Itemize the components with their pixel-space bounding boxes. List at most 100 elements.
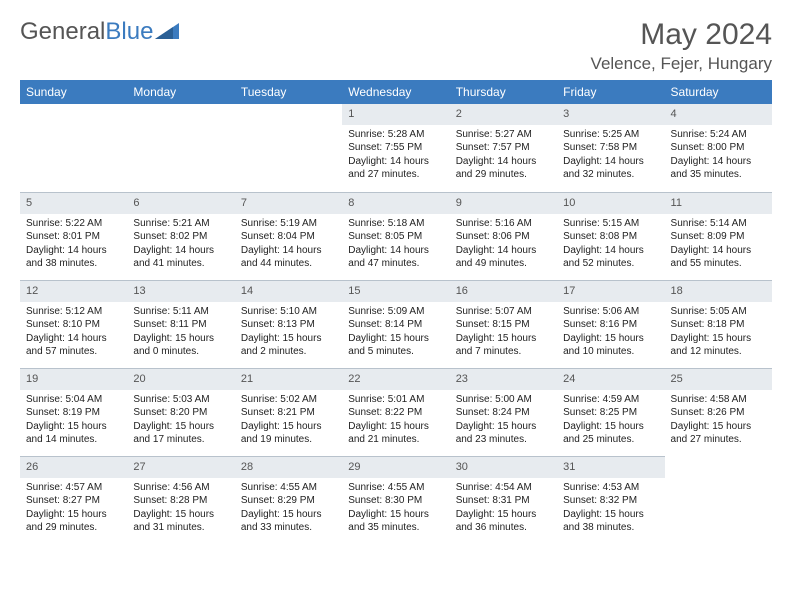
day-number: 25 bbox=[665, 368, 772, 390]
calendar-cell: 25Sunrise: 4:58 AMSunset: 8:26 PMDayligh… bbox=[665, 368, 772, 456]
calendar-cell: 26Sunrise: 4:57 AMSunset: 8:27 PMDayligh… bbox=[20, 456, 127, 544]
calendar-cell: 22Sunrise: 5:01 AMSunset: 8:22 PMDayligh… bbox=[342, 368, 449, 456]
calendar-cell: 12Sunrise: 5:12 AMSunset: 8:10 PMDayligh… bbox=[20, 280, 127, 368]
weekday-header: Thursday bbox=[450, 80, 557, 104]
calendar-cell: 30Sunrise: 4:54 AMSunset: 8:31 PMDayligh… bbox=[450, 456, 557, 544]
calendar-head: SundayMondayTuesdayWednesdayThursdayFrid… bbox=[20, 80, 772, 104]
weekday-header: Saturday bbox=[665, 80, 772, 104]
calendar-cell: 5Sunrise: 5:22 AMSunset: 8:01 PMDaylight… bbox=[20, 192, 127, 280]
day-number: 24 bbox=[557, 368, 664, 390]
day-details: Sunrise: 4:57 AMSunset: 8:27 PMDaylight:… bbox=[20, 478, 127, 538]
location-label: Velence, Fejer, Hungary bbox=[591, 54, 772, 74]
day-details: Sunrise: 5:12 AMSunset: 8:10 PMDaylight:… bbox=[20, 302, 127, 362]
calendar-cell: 4Sunrise: 5:24 AMSunset: 8:00 PMDaylight… bbox=[665, 104, 772, 192]
brand-part2: Blue bbox=[105, 18, 153, 46]
day-number: 29 bbox=[342, 456, 449, 478]
day-number: 11 bbox=[665, 192, 772, 214]
calendar-cell: 14Sunrise: 5:10 AMSunset: 8:13 PMDayligh… bbox=[235, 280, 342, 368]
day-number: 28 bbox=[235, 456, 342, 478]
day-number: 2 bbox=[450, 104, 557, 125]
logo-triangle-icon bbox=[155, 18, 181, 46]
calendar-cell: 24Sunrise: 4:59 AMSunset: 8:25 PMDayligh… bbox=[557, 368, 664, 456]
day-number: 15 bbox=[342, 280, 449, 302]
calendar-cell-empty bbox=[20, 104, 127, 192]
calendar-body: 1Sunrise: 5:28 AMSunset: 7:55 PMDaylight… bbox=[20, 104, 772, 544]
day-details: Sunrise: 5:14 AMSunset: 8:09 PMDaylight:… bbox=[665, 214, 772, 274]
day-details: Sunrise: 5:07 AMSunset: 8:15 PMDaylight:… bbox=[450, 302, 557, 362]
day-details: Sunrise: 5:05 AMSunset: 8:18 PMDaylight:… bbox=[665, 302, 772, 362]
calendar-cell: 3Sunrise: 5:25 AMSunset: 7:58 PMDaylight… bbox=[557, 104, 664, 192]
day-number: 30 bbox=[450, 456, 557, 478]
day-number: 4 bbox=[665, 104, 772, 125]
day-number: 10 bbox=[557, 192, 664, 214]
calendar-cell: 15Sunrise: 5:09 AMSunset: 8:14 PMDayligh… bbox=[342, 280, 449, 368]
calendar-cell: 2Sunrise: 5:27 AMSunset: 7:57 PMDaylight… bbox=[450, 104, 557, 192]
day-number: 26 bbox=[20, 456, 127, 478]
day-number: 18 bbox=[665, 280, 772, 302]
month-title: May 2024 bbox=[591, 18, 772, 52]
calendar-cell: 1Sunrise: 5:28 AMSunset: 7:55 PMDaylight… bbox=[342, 104, 449, 192]
day-details: Sunrise: 4:55 AMSunset: 8:29 PMDaylight:… bbox=[235, 478, 342, 538]
day-details: Sunrise: 5:18 AMSunset: 8:05 PMDaylight:… bbox=[342, 214, 449, 274]
day-number: 6 bbox=[127, 192, 234, 214]
day-details: Sunrise: 5:01 AMSunset: 8:22 PMDaylight:… bbox=[342, 390, 449, 450]
calendar-cell-empty bbox=[127, 104, 234, 192]
day-details: Sunrise: 5:21 AMSunset: 8:02 PMDaylight:… bbox=[127, 214, 234, 274]
day-number: 13 bbox=[127, 280, 234, 302]
day-details: Sunrise: 5:02 AMSunset: 8:21 PMDaylight:… bbox=[235, 390, 342, 450]
calendar-cell: 20Sunrise: 5:03 AMSunset: 8:20 PMDayligh… bbox=[127, 368, 234, 456]
calendar-cell: 31Sunrise: 4:53 AMSunset: 8:32 PMDayligh… bbox=[557, 456, 664, 544]
brand-part1: General bbox=[20, 18, 105, 46]
day-details: Sunrise: 5:16 AMSunset: 8:06 PMDaylight:… bbox=[450, 214, 557, 274]
day-details: Sunrise: 5:28 AMSunset: 7:55 PMDaylight:… bbox=[342, 125, 449, 185]
day-number: 5 bbox=[20, 192, 127, 214]
day-number: 21 bbox=[235, 368, 342, 390]
calendar-cell: 21Sunrise: 5:02 AMSunset: 8:21 PMDayligh… bbox=[235, 368, 342, 456]
day-number: 19 bbox=[20, 368, 127, 390]
calendar-cell-empty bbox=[235, 104, 342, 192]
day-details: Sunrise: 4:55 AMSunset: 8:30 PMDaylight:… bbox=[342, 478, 449, 538]
brand-logo: GeneralBlue bbox=[20, 18, 181, 46]
calendar-cell: 11Sunrise: 5:14 AMSunset: 8:09 PMDayligh… bbox=[665, 192, 772, 280]
day-details: Sunrise: 5:19 AMSunset: 8:04 PMDaylight:… bbox=[235, 214, 342, 274]
calendar-cell: 10Sunrise: 5:15 AMSunset: 8:08 PMDayligh… bbox=[557, 192, 664, 280]
day-number: 14 bbox=[235, 280, 342, 302]
day-details: Sunrise: 4:54 AMSunset: 8:31 PMDaylight:… bbox=[450, 478, 557, 538]
day-number: 3 bbox=[557, 104, 664, 125]
day-details: Sunrise: 5:04 AMSunset: 8:19 PMDaylight:… bbox=[20, 390, 127, 450]
day-details: Sunrise: 5:00 AMSunset: 8:24 PMDaylight:… bbox=[450, 390, 557, 450]
day-details: Sunrise: 5:10 AMSunset: 8:13 PMDaylight:… bbox=[235, 302, 342, 362]
calendar-cell: 17Sunrise: 5:06 AMSunset: 8:16 PMDayligh… bbox=[557, 280, 664, 368]
weekday-header: Monday bbox=[127, 80, 234, 104]
weekday-header: Tuesday bbox=[235, 80, 342, 104]
calendar-cell: 7Sunrise: 5:19 AMSunset: 8:04 PMDaylight… bbox=[235, 192, 342, 280]
day-number: 8 bbox=[342, 192, 449, 214]
weekday-header: Friday bbox=[557, 80, 664, 104]
day-number: 7 bbox=[235, 192, 342, 214]
calendar-cell: 13Sunrise: 5:11 AMSunset: 8:11 PMDayligh… bbox=[127, 280, 234, 368]
day-number: 20 bbox=[127, 368, 234, 390]
day-number: 9 bbox=[450, 192, 557, 214]
calendar-cell: 27Sunrise: 4:56 AMSunset: 8:28 PMDayligh… bbox=[127, 456, 234, 544]
day-number: 23 bbox=[450, 368, 557, 390]
day-number: 1 bbox=[342, 104, 449, 125]
calendar-cell: 19Sunrise: 5:04 AMSunset: 8:19 PMDayligh… bbox=[20, 368, 127, 456]
day-details: Sunrise: 5:22 AMSunset: 8:01 PMDaylight:… bbox=[20, 214, 127, 274]
calendar-cell: 29Sunrise: 4:55 AMSunset: 8:30 PMDayligh… bbox=[342, 456, 449, 544]
day-number: 16 bbox=[450, 280, 557, 302]
day-details: Sunrise: 4:53 AMSunset: 8:32 PMDaylight:… bbox=[557, 478, 664, 538]
day-details: Sunrise: 4:56 AMSunset: 8:28 PMDaylight:… bbox=[127, 478, 234, 538]
weekday-header: Wednesday bbox=[342, 80, 449, 104]
day-details: Sunrise: 5:27 AMSunset: 7:57 PMDaylight:… bbox=[450, 125, 557, 185]
calendar-cell-empty bbox=[665, 456, 772, 544]
day-details: Sunrise: 4:59 AMSunset: 8:25 PMDaylight:… bbox=[557, 390, 664, 450]
day-details: Sunrise: 5:11 AMSunset: 8:11 PMDaylight:… bbox=[127, 302, 234, 362]
day-number: 22 bbox=[342, 368, 449, 390]
calendar-cell: 18Sunrise: 5:05 AMSunset: 8:18 PMDayligh… bbox=[665, 280, 772, 368]
calendar-cell: 28Sunrise: 4:55 AMSunset: 8:29 PMDayligh… bbox=[235, 456, 342, 544]
day-number: 31 bbox=[557, 456, 664, 478]
day-details: Sunrise: 4:58 AMSunset: 8:26 PMDaylight:… bbox=[665, 390, 772, 450]
calendar-cell: 23Sunrise: 5:00 AMSunset: 8:24 PMDayligh… bbox=[450, 368, 557, 456]
calendar-cell: 6Sunrise: 5:21 AMSunset: 8:02 PMDaylight… bbox=[127, 192, 234, 280]
day-number: 27 bbox=[127, 456, 234, 478]
